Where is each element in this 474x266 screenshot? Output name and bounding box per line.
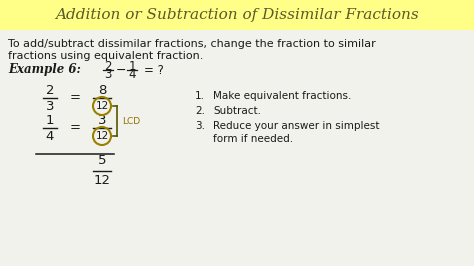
- Text: 3: 3: [46, 99, 54, 113]
- Text: To add/subtract dissimilar fractions, change the fraction to similar: To add/subtract dissimilar fractions, ch…: [8, 39, 376, 49]
- Text: 3.: 3.: [195, 121, 205, 131]
- Text: 2: 2: [104, 60, 112, 73]
- Text: 1: 1: [128, 60, 136, 73]
- Text: 1.: 1.: [195, 91, 205, 101]
- Text: 2: 2: [46, 84, 54, 97]
- Text: Addition or Subtraction of Dissimilar Fractions: Addition or Subtraction of Dissimilar Fr…: [55, 8, 419, 22]
- FancyBboxPatch shape: [0, 30, 474, 266]
- Text: 3: 3: [104, 68, 112, 81]
- Text: Example 6:: Example 6:: [8, 64, 81, 77]
- Text: 1: 1: [46, 114, 54, 127]
- Text: LCD: LCD: [122, 117, 140, 126]
- Text: Reduce your answer in simplest: Reduce your answer in simplest: [213, 121, 380, 131]
- Text: 2.: 2.: [195, 106, 205, 116]
- Text: 12: 12: [93, 174, 110, 188]
- Text: =: =: [70, 122, 81, 135]
- Text: −: −: [116, 64, 126, 77]
- Text: = ?: = ?: [144, 64, 164, 77]
- Text: 4: 4: [46, 130, 54, 143]
- Text: 5: 5: [98, 155, 106, 168]
- Text: Make equivalent fractions.: Make equivalent fractions.: [213, 91, 351, 101]
- Text: 8: 8: [98, 84, 106, 97]
- Text: 4: 4: [128, 68, 136, 81]
- Text: form if needed.: form if needed.: [213, 134, 293, 144]
- FancyBboxPatch shape: [0, 0, 474, 30]
- Text: 12: 12: [95, 131, 109, 141]
- Text: =: =: [70, 92, 81, 105]
- Text: 12: 12: [95, 101, 109, 111]
- Text: 3: 3: [98, 114, 106, 127]
- Text: Subtract.: Subtract.: [213, 106, 261, 116]
- Text: fractions using equivalent fraction.: fractions using equivalent fraction.: [8, 51, 203, 61]
